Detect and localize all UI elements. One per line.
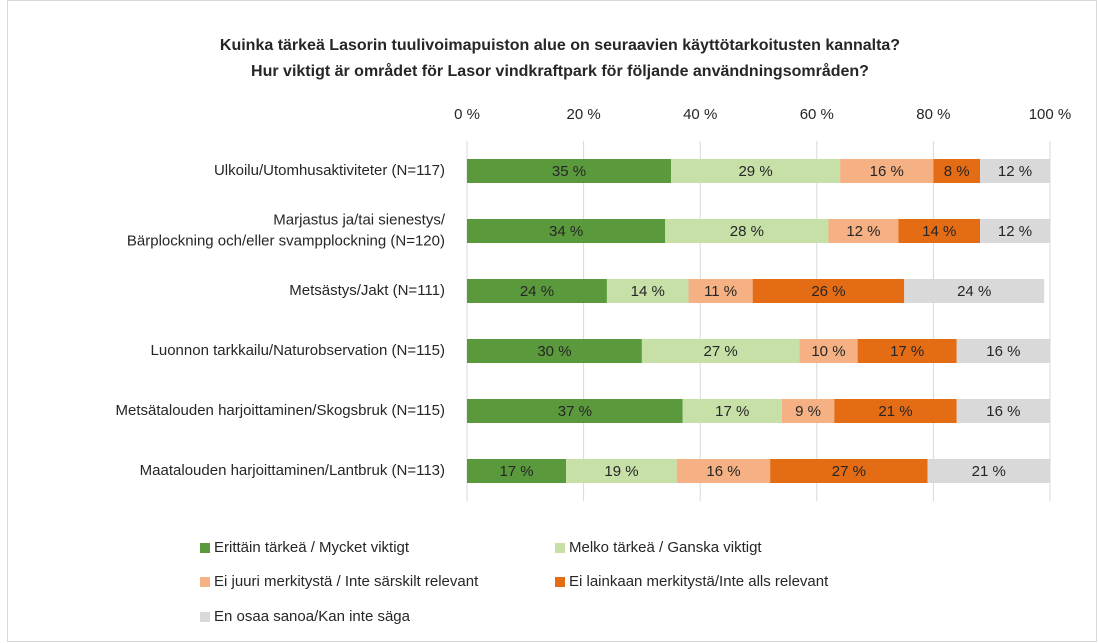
bar-segment [828, 219, 899, 243]
chart-subtitle: Hur viktigt är området för Lasor vindkra… [251, 62, 869, 80]
bar-segment [799, 339, 858, 363]
data-label: 14 % [922, 223, 956, 240]
legend-swatch [555, 543, 565, 553]
bar-segment [665, 219, 829, 243]
legend-swatch [200, 577, 210, 587]
bar-segment [956, 339, 1050, 363]
bar-segment [770, 459, 928, 483]
legend-label: Melko tärkeä / Ganska viktigt [569, 539, 762, 556]
data-label: 26 % [811, 283, 845, 300]
data-label: 10 % [811, 343, 845, 360]
legend-swatch [200, 543, 210, 553]
data-label: 16 % [986, 403, 1020, 420]
bar-segment [671, 159, 841, 183]
legend-swatch [555, 577, 565, 587]
bar-segment [752, 279, 905, 303]
bar-segment [956, 399, 1050, 423]
legend-label: Ei lainkaan merkitystä/Inte alls relevan… [569, 573, 829, 590]
y-tick-label: Maatalouden harjoittaminen/Lantbruk (N=1… [140, 462, 445, 479]
bar-segment [904, 279, 1045, 303]
data-label: 12 % [846, 223, 880, 240]
bar-segment [467, 459, 567, 483]
y-tick-label: Metsästys/Jakt (N=111) [289, 282, 445, 299]
data-label: 16 % [706, 463, 740, 480]
data-label: 24 % [957, 283, 991, 300]
data-label: 8 % [944, 163, 970, 180]
data-label: 27 % [832, 463, 866, 480]
data-label: 24 % [520, 283, 554, 300]
data-label: 21 % [972, 463, 1006, 480]
data-label: 21 % [878, 403, 912, 420]
data-label: 17 % [715, 403, 749, 420]
data-label: 28 % [730, 223, 764, 240]
data-label: 12 % [998, 163, 1032, 180]
data-label: 17 % [890, 343, 924, 360]
legend-label: Ei juuri merkitystä / Inte särskilt rele… [214, 573, 479, 590]
bar-segment [467, 279, 607, 303]
bar-segment [467, 339, 642, 363]
bar-segment [467, 399, 683, 423]
data-label: 34 % [549, 223, 583, 240]
data-label: 16 % [870, 163, 904, 180]
bar-segment [467, 219, 666, 243]
bar-segment [781, 399, 835, 423]
data-label: 30 % [537, 343, 571, 360]
data-label: 9 % [795, 403, 821, 420]
y-tick-label: Ulkoilu/Utomhusaktiviteter (N=117) [214, 162, 445, 179]
legend-label: En osaa sanoa/Kan inte säga [214, 608, 411, 625]
data-label: 17 % [499, 463, 533, 480]
bar-segment [641, 339, 800, 363]
bar-segment [933, 159, 981, 183]
legend-label: Erittäin tärkeä / Mycket viktigt [214, 539, 410, 556]
x-tick-label: 0 % [454, 106, 480, 123]
bar-segment [834, 399, 957, 423]
bar-segment [980, 219, 1050, 243]
bar-segment [927, 459, 1050, 483]
data-label: 14 % [631, 283, 665, 300]
y-tick-label: Metsätalouden harjoittaminen/Skogsbruk (… [116, 402, 446, 419]
bar-segment [857, 339, 957, 363]
x-tick-label: 60 % [800, 106, 834, 123]
data-label: 27 % [704, 343, 738, 360]
chart-title: Kuinka tärkeä Lasorin tuulivoimapuiston … [220, 37, 900, 54]
bar-segment [682, 399, 782, 423]
bar-segment [898, 219, 981, 243]
data-label: 19 % [604, 463, 638, 480]
bar-segment [676, 459, 771, 483]
bar-segment [980, 159, 1050, 183]
x-tick-label: 40 % [683, 106, 717, 123]
legend-swatch [200, 612, 210, 622]
data-label: 16 % [986, 343, 1020, 360]
bar-segment [688, 279, 753, 303]
bar-segment [840, 159, 934, 183]
data-label: 29 % [738, 163, 772, 180]
y-tick-label: Luonnon tarkkailu/Naturobservation (N=11… [151, 342, 445, 359]
data-label: 35 % [552, 163, 586, 180]
x-tick-label: 80 % [916, 106, 950, 123]
bar-segment [566, 459, 677, 483]
data-label: 12 % [998, 223, 1032, 240]
bar-segment [606, 279, 689, 303]
x-tick-label: 100 % [1029, 106, 1072, 123]
y-tick-label: Marjastus ja/tai sienestys/Bärplockning … [127, 211, 446, 249]
x-tick-label: 20 % [566, 106, 600, 123]
bar-segment [467, 159, 672, 183]
data-label: 37 % [558, 403, 592, 420]
chart-frame [7, 0, 1097, 642]
data-label: 11 % [704, 283, 737, 300]
